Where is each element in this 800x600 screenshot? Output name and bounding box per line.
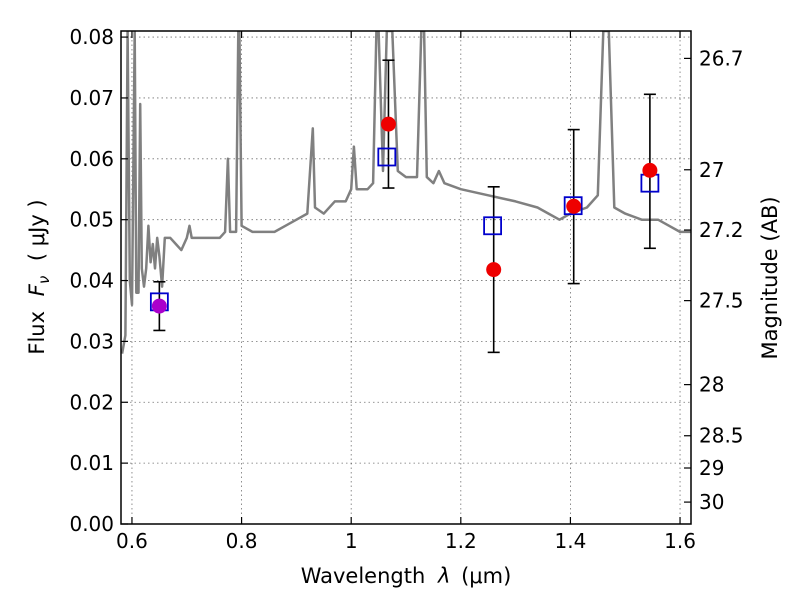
y2-tick-label: 28 bbox=[699, 373, 724, 397]
y-tick-label: 0.00 bbox=[69, 512, 114, 536]
y-axis-label: Flux Fν ( μJy ) bbox=[25, 199, 54, 354]
observed-circle-point bbox=[380, 116, 396, 132]
x-axis-label: Wavelength λ (μm) bbox=[301, 564, 512, 588]
model-square-point bbox=[377, 147, 397, 167]
model-square-point bbox=[483, 216, 502, 236]
y2-axis-ticks: 26.7 27 27.2 27.5 28 28.5 29 30 bbox=[684, 46, 744, 514]
y2-tick-label: 27.5 bbox=[699, 289, 744, 313]
observed-circle-point bbox=[642, 162, 658, 178]
y2-tick-label: 26.7 bbox=[699, 46, 744, 70]
observed-circle-point bbox=[566, 198, 582, 214]
x-tick-label: 1.2 bbox=[445, 529, 477, 553]
spectrum-series bbox=[121, 31, 691, 354]
y-tick-label: 0.04 bbox=[69, 269, 114, 293]
y-tick-label: 0.02 bbox=[69, 390, 114, 414]
y2-tick-label: 30 bbox=[699, 490, 724, 514]
grid bbox=[121, 31, 691, 524]
observed-circle-point bbox=[486, 262, 502, 278]
x-tick-label: 1.4 bbox=[555, 529, 587, 553]
y2-axis-label: Magnitude (AB) bbox=[758, 196, 782, 359]
plot-frame bbox=[120, 30, 692, 525]
x-tick-label: 0.6 bbox=[116, 529, 148, 553]
model-square-point bbox=[563, 196, 583, 216]
y2-tick-label: 28.5 bbox=[699, 424, 744, 448]
x-tick-label: 0.8 bbox=[226, 529, 258, 553]
x-axis-ticks: 0.6 0.8 1 1.2 1.4 1.6 bbox=[116, 31, 696, 553]
y2-tick-label: 27.2 bbox=[699, 218, 744, 242]
y-axis-ticks: 0.00 0.01 0.02 0.03 0.04 0.05 0.06 0.07 0.08 bbox=[69, 25, 128, 536]
observed-points bbox=[151, 116, 658, 314]
y-tick-label: 0.03 bbox=[69, 329, 114, 353]
y-tick-label: 0.08 bbox=[69, 25, 114, 49]
y2-tick-label: 29 bbox=[699, 456, 724, 480]
x-tick-label: 1 bbox=[345, 529, 358, 553]
y-tick-label: 0.07 bbox=[69, 86, 114, 110]
x-tick-label: 1.6 bbox=[664, 529, 696, 553]
y-tick-label: 0.05 bbox=[69, 208, 114, 232]
observed-circle-point bbox=[151, 298, 167, 314]
y-tick-label: 0.06 bbox=[69, 147, 114, 171]
spectrum-line bbox=[121, 31, 691, 354]
y2-tick-label: 27 bbox=[699, 158, 724, 182]
y-tick-label: 0.01 bbox=[69, 451, 114, 475]
